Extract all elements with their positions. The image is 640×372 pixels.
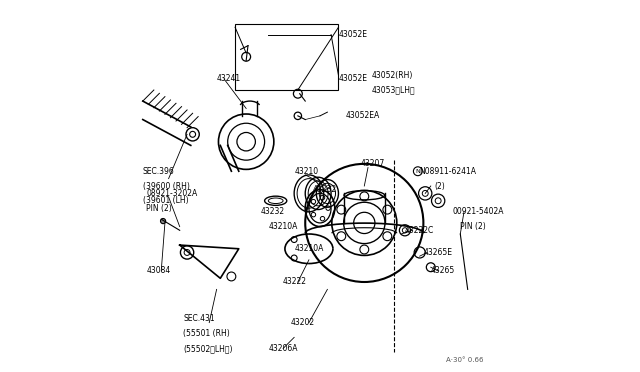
Text: 43053〈LH〉: 43053〈LH〉 <box>372 86 415 94</box>
Text: (2): (2) <box>435 182 445 190</box>
Text: (39601 (LH): (39601 (LH) <box>143 196 188 205</box>
Text: 43210A: 43210A <box>294 244 324 253</box>
Text: 43084: 43084 <box>147 266 171 275</box>
Text: 43222C: 43222C <box>405 226 434 235</box>
Text: PIN (2): PIN (2) <box>147 203 172 213</box>
Text: N: N <box>416 169 420 174</box>
Circle shape <box>161 218 166 224</box>
Text: 43207: 43207 <box>360 159 385 169</box>
Text: SEC.431: SEC.431 <box>184 314 215 323</box>
Text: (55502〈LH〉): (55502〈LH〉) <box>184 344 233 353</box>
Text: 43052EA: 43052EA <box>346 111 380 121</box>
Text: (55501 (RH): (55501 (RH) <box>184 329 230 338</box>
Text: A·30° 0.66: A·30° 0.66 <box>445 356 483 363</box>
Text: 43210A: 43210A <box>268 222 298 231</box>
Text: 43265: 43265 <box>431 266 455 275</box>
Text: 43222: 43222 <box>283 278 307 286</box>
Text: 43052E: 43052E <box>339 74 367 83</box>
Text: 43206A: 43206A <box>268 344 298 353</box>
Bar <box>235 23 339 90</box>
Text: N08911-6241A: N08911-6241A <box>420 167 477 176</box>
Text: SEC.396: SEC.396 <box>143 167 175 176</box>
Text: 08921-3202A: 08921-3202A <box>147 189 198 198</box>
Text: 43232: 43232 <box>261 207 285 217</box>
Text: (39600 (RH): (39600 (RH) <box>143 182 189 190</box>
Text: 43202: 43202 <box>291 318 315 327</box>
Text: PIN (2): PIN (2) <box>460 222 486 231</box>
Text: 43210: 43210 <box>294 167 318 176</box>
Text: 43265E: 43265E <box>424 248 452 257</box>
Text: 00921-5402A: 00921-5402A <box>453 207 504 217</box>
Text: 43232: 43232 <box>312 185 337 194</box>
Text: 43052(RH): 43052(RH) <box>372 71 413 80</box>
Text: 43052E: 43052E <box>339 30 367 39</box>
Text: 43241: 43241 <box>216 74 241 83</box>
